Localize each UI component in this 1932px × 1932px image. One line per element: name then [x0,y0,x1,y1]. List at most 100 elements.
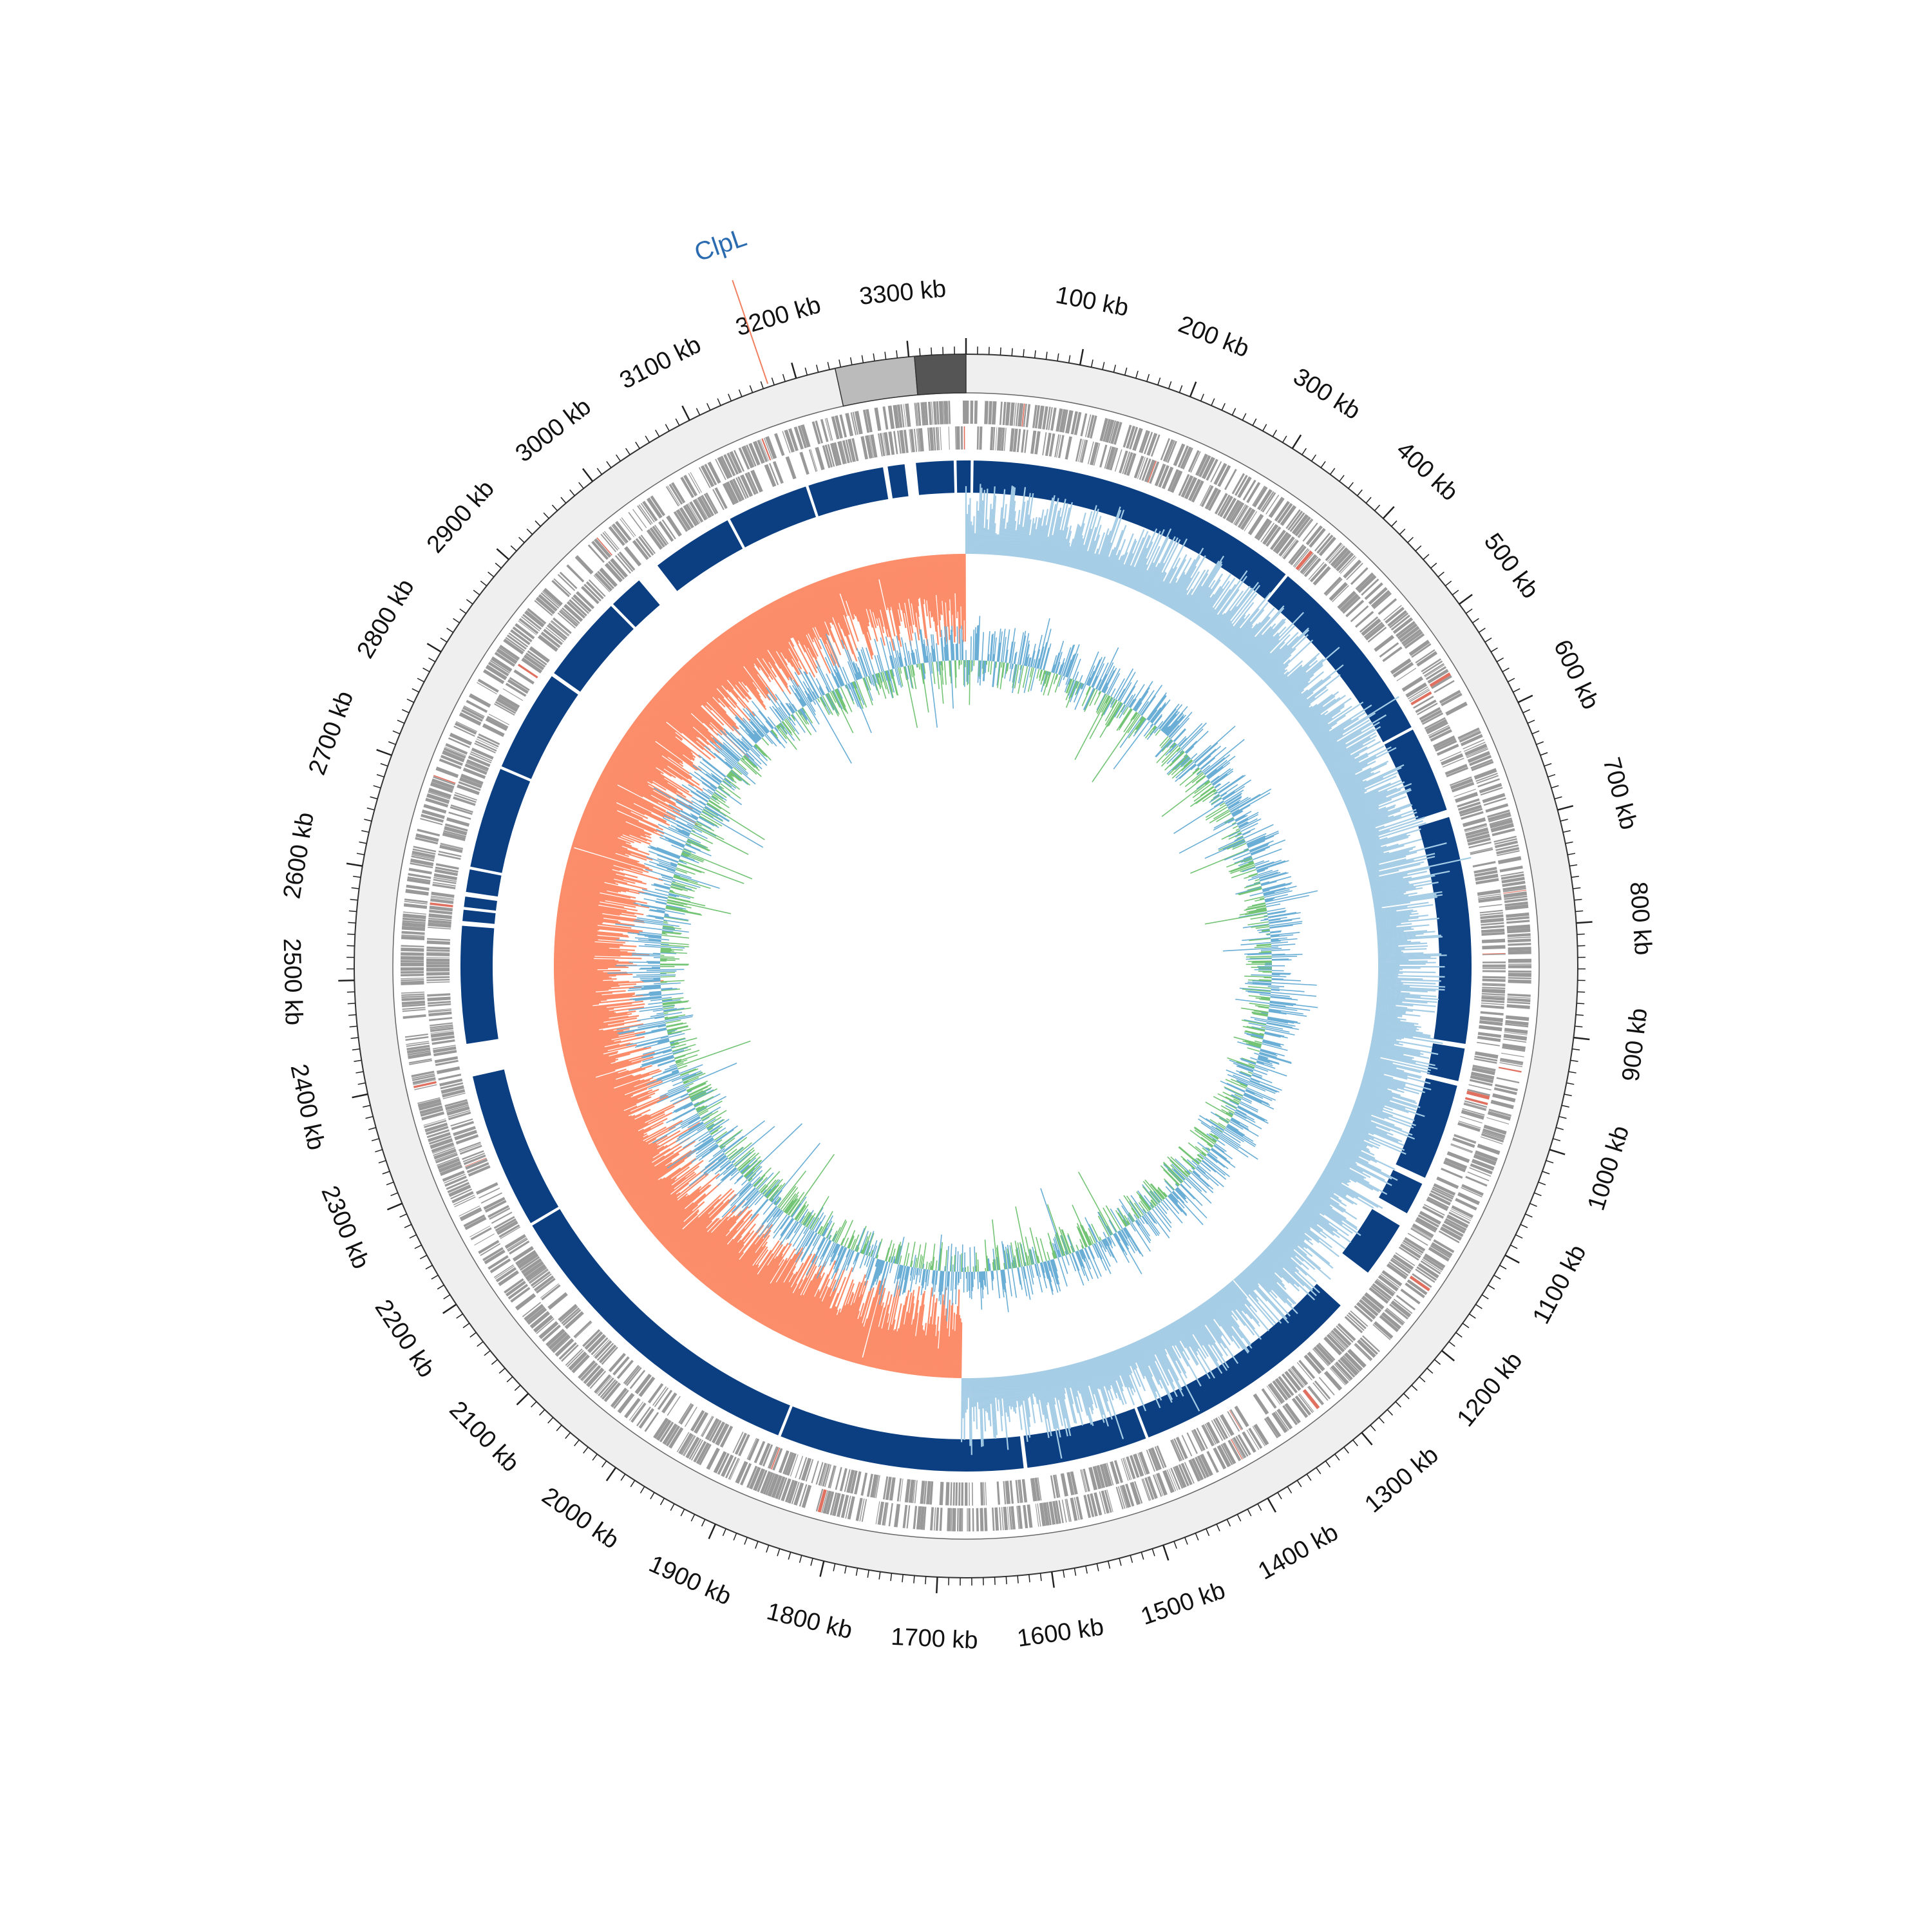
gene-feature [1217,494,1231,516]
gc-skew-bar [659,1221,685,1244]
minor-tick [1074,1567,1077,1576]
minor-tick [1415,545,1422,552]
gene-feature [927,401,933,425]
gc-skew-bar [1200,1304,1223,1336]
gene-feature [1413,696,1434,709]
gene-feature [1048,1501,1056,1525]
gene-feature [874,407,882,431]
gene-feature [1424,717,1446,730]
gene-feature [1308,562,1325,580]
gc-skew-bar [583,1092,649,1119]
gc-skew-bar [563,878,621,893]
gene-feature [1417,1263,1439,1279]
gene-feature [547,1292,568,1310]
gc-skew-bar [558,906,603,914]
gc-skew-bar [1313,1186,1331,1198]
gene-feature [1214,493,1228,515]
gc-skew-bar [585,805,645,831]
gc-skew-bar [960,554,963,630]
gene-feature [785,456,797,480]
gene-feature [943,401,945,424]
gc-skew-bar [1142,1338,1173,1400]
gc-skew-bar [1244,618,1287,663]
gc-skew-bar [1317,719,1370,752]
gc-skew-bar [1081,551,1088,571]
gene-feature [1174,1465,1187,1488]
gc-content-bar [1271,989,1305,992]
gc-skew-bar [556,1008,614,1017]
gene-feature [1274,1410,1289,1431]
gc-skew-bar [616,746,690,793]
gene-feature [1277,502,1293,524]
gc-skew-bar [1343,790,1367,802]
gene-feature [1485,803,1509,813]
gc-skew-bar [1191,1311,1229,1368]
gc-skew-bar [658,691,717,744]
position-ticks [338,338,1593,1593]
gc-content-bar [1268,1010,1287,1015]
gene-feature [529,1311,551,1329]
gc-skew-bar [600,775,618,786]
gc-skew-bar [1262,1251,1300,1287]
gc-skew-bar [1354,815,1388,829]
gc-skew-bar [795,1291,820,1342]
gene-feature [945,1482,950,1506]
gc-content-bar [1224,849,1249,861]
gene-feature [1325,578,1343,596]
gene-feature [1386,1307,1405,1323]
gene-feature [489,1208,511,1220]
gc-content-bar [1097,647,1119,690]
gc-skew-bar [1322,726,1381,761]
gc-content-bar [1213,1095,1237,1110]
minor-tick [760,381,764,389]
gene-feature [560,609,579,626]
gene-feature [744,473,757,495]
gc-skew-bar [855,568,873,628]
gene-feature [1088,1466,1098,1491]
gc-skew-bar [733,625,770,677]
gc-content-bar [1226,1069,1251,1081]
gc-skew-bar [1378,985,1445,991]
gc-skew-bar [1211,610,1231,636]
gc-skew-bar [656,693,714,744]
gene-feature [1325,542,1343,562]
gc-skew-bar [1378,972,1403,974]
gene-feature [1192,1430,1204,1452]
gc-skew-bar [722,1235,770,1300]
gene-feature [1425,666,1447,680]
gc-content-bar [1226,857,1253,868]
gene-feature [1224,468,1237,490]
gc-content-bar [1255,861,1274,869]
minor-tick [645,435,650,443]
gene-feature [728,1457,739,1480]
gc-skew-bar [1326,1165,1357,1183]
gc-skew-bar [574,1075,634,1096]
gc-content-bar [1206,804,1227,818]
gc-skew-bar [1175,571,1200,612]
gc-content-bar [1222,947,1272,952]
gc-skew-bar [1247,1266,1278,1299]
gc-skew-bar [626,1160,685,1201]
gc-skew-bar [1165,1326,1189,1367]
gc-content-bar [1080,683,1084,690]
gc-skew-bar [560,1030,614,1041]
gc-skew-bar [643,709,683,741]
gc-content-bar [1084,651,1099,685]
gc-skew-bar [1097,1356,1114,1401]
gc-content-bar [1269,920,1303,927]
gene-feature [1005,1481,1011,1504]
gene-feature [1267,1383,1284,1405]
gene-feature [962,401,966,424]
gc-content-bar [1246,1087,1276,1101]
gc-skew-bar [1230,1281,1258,1313]
gc-content-bar [1123,685,1136,705]
gene-feature [988,401,992,424]
gc-skew-bar [1306,1197,1361,1236]
gc-skew-bar [1174,1321,1191,1347]
gc-skew-bar [1154,538,1188,600]
minor-tick [1575,1025,1583,1028]
gc-content-bar [1233,1074,1249,1083]
gene-feature [402,1007,426,1010]
gc-content-bar [1027,667,1034,692]
gc-skew-bar [703,647,750,703]
